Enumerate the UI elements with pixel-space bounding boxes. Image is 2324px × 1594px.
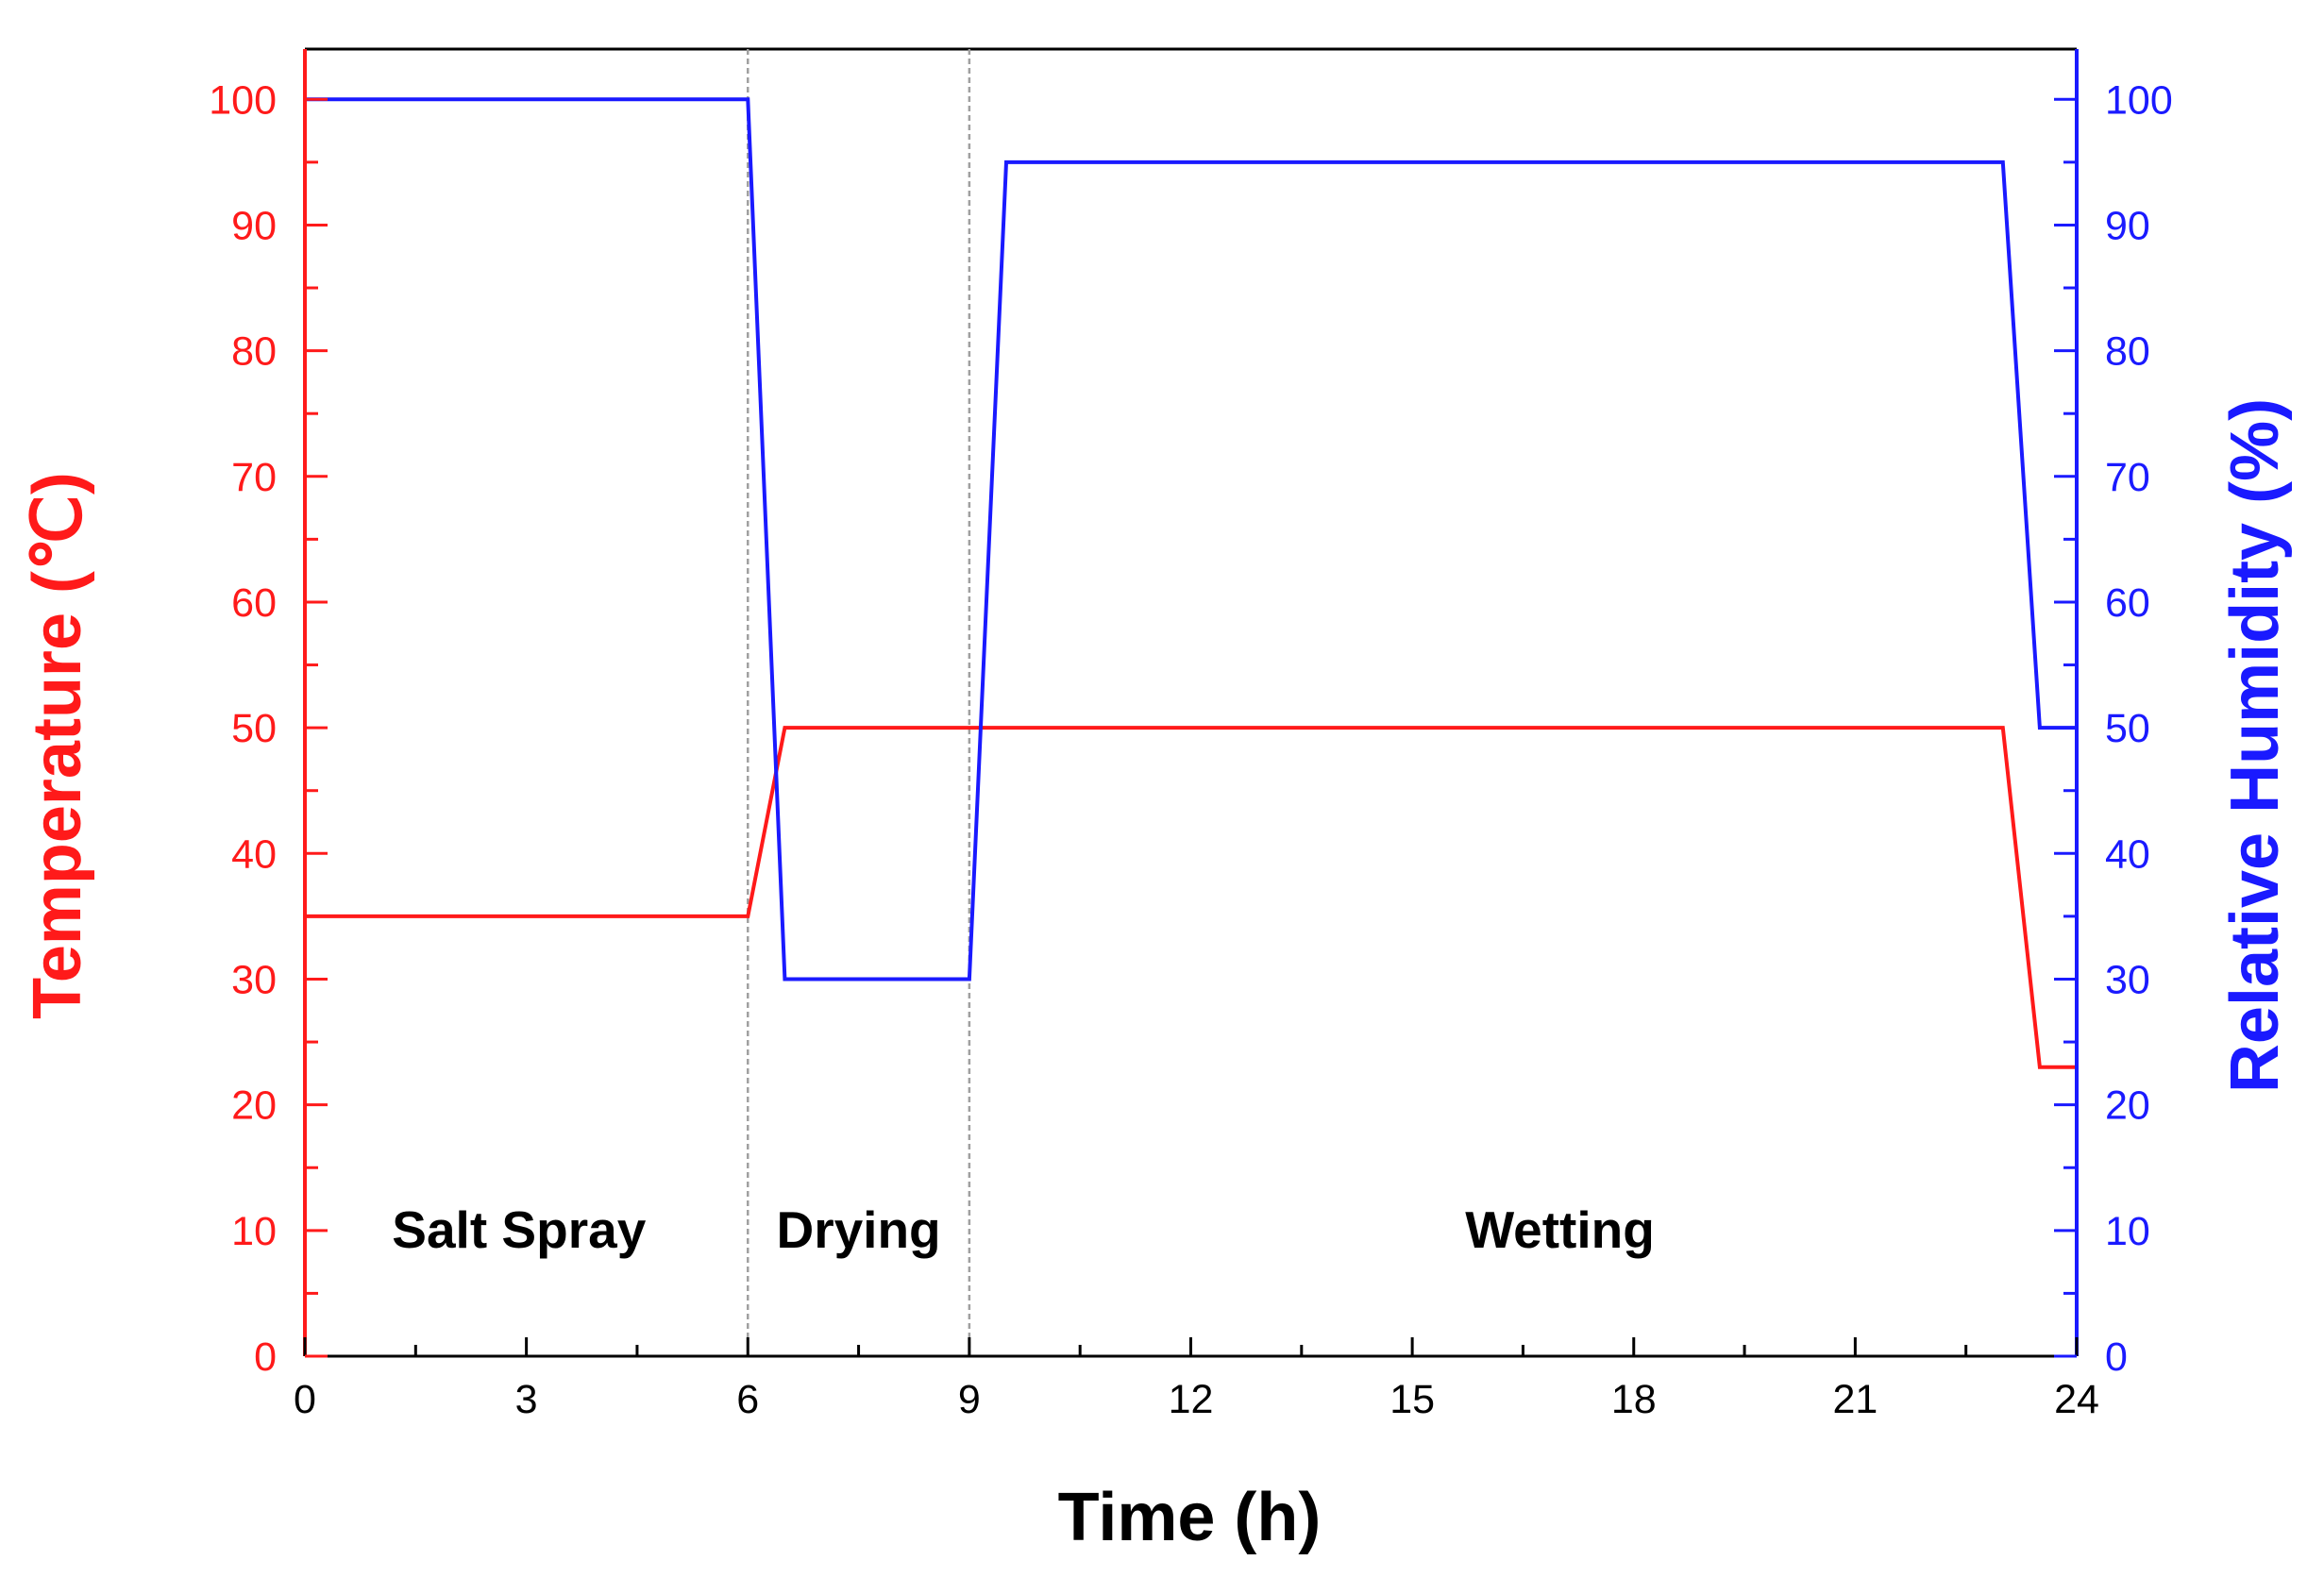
right-tick-label: 60: [2105, 580, 2150, 626]
left-tick-label: 0: [254, 1334, 277, 1380]
right-tick-label: 20: [2105, 1083, 2150, 1129]
left-tick-label: 50: [231, 706, 277, 751]
humidity-line: [305, 97, 2077, 982]
left-tick-label: 40: [231, 831, 277, 877]
left-axis-title: Temperature (℃): [20, 472, 95, 1019]
left-tick-label: 100: [209, 77, 277, 123]
right-tick-label: 70: [2105, 455, 2150, 500]
phase-label-wetting: Wetting: [1465, 1200, 1655, 1259]
left-tick-label: 10: [231, 1209, 277, 1254]
x-tick-label: 3: [515, 1377, 538, 1422]
plot-frame: [305, 47, 2077, 1358]
left-tick-label: 70: [231, 455, 277, 500]
right-tick-label: 0: [2105, 1334, 2128, 1380]
x-tick-label: 18: [1611, 1377, 1657, 1422]
left-tick-label: 60: [231, 580, 277, 626]
x-tick-label: 21: [1832, 1377, 1878, 1422]
x-tick-label: 15: [1389, 1377, 1435, 1422]
right-tick-label: 10: [2105, 1209, 2150, 1254]
x-tick-label: 6: [736, 1377, 759, 1422]
phase-label-drying: Drying: [776, 1200, 940, 1259]
left-tick-label: 20: [231, 1083, 277, 1129]
right-tick-label: 80: [2105, 329, 2150, 375]
right-tick-label: 90: [2105, 203, 2150, 248]
right-axis-title: Relative Humidity (%): [2217, 398, 2293, 1093]
x-tick-label: 9: [958, 1377, 981, 1422]
left-tick-label: 30: [231, 957, 277, 1002]
right-tick-label: 40: [2105, 831, 2150, 877]
axes-layer: [303, 49, 2079, 1358]
left-tick-label: 90: [231, 203, 277, 248]
right-tick-label: 30: [2105, 957, 2150, 1002]
phase-label-salt-spray: Salt Spray: [392, 1200, 646, 1259]
temperature-line: [305, 726, 2077, 1069]
x-tick-label: 24: [2054, 1377, 2099, 1422]
x-tick-label: 0: [294, 1377, 316, 1422]
right-tick-label: 100: [2105, 77, 2173, 123]
phase-dividers: [747, 49, 971, 1356]
labels-layer: 0 3 6 9 12 15 18 21 2401020304050607080901000102…: [209, 77, 2173, 1422]
right-tick-label: 50: [2105, 706, 2150, 751]
x-axis-title: Time (h): [1058, 1480, 1322, 1555]
series-layer: [305, 97, 2077, 1069]
left-tick-label: 80: [231, 329, 277, 375]
x-tick-label: 12: [1169, 1377, 1214, 1422]
